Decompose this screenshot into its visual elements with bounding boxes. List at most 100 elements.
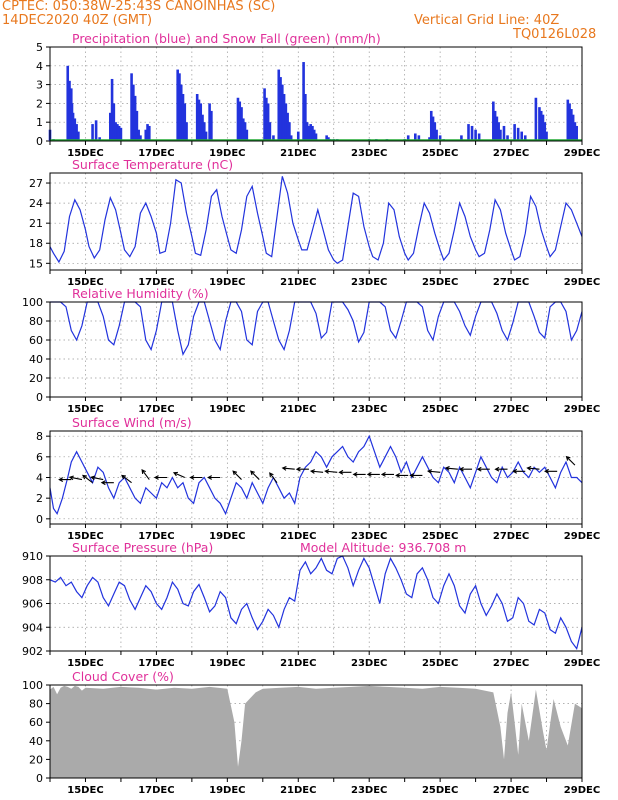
precip-bar	[467, 124, 470, 141]
precip-bar	[181, 94, 185, 141]
precip-bar	[312, 129, 316, 141]
precip-bar	[241, 118, 245, 141]
wind-arrow	[544, 468, 558, 474]
precip-bar	[263, 88, 266, 141]
panel-frame-top	[49, 301, 583, 398]
panel-title: Surface Pressure (hPa)	[72, 540, 213, 555]
wind-arrow	[172, 471, 185, 479]
panel-6: 0 20 40 60 80 100 15DEC 17DEC 19DEC 21DEC 23DEC 25D…	[22, 669, 600, 796]
precip-bar	[119, 127, 123, 141]
precip-bar	[460, 135, 463, 141]
precip-bar	[243, 122, 247, 141]
y-tick-label: 15	[29, 257, 43, 270]
precip-bar	[238, 101, 242, 141]
x-tick-label: 23DEC	[351, 785, 387, 796]
panel-frame-top	[49, 46, 583, 142]
precip-bar	[77, 131, 80, 141]
precip-bar	[541, 114, 545, 141]
panel-1: 0 1 2 3 4 5 15DEC 17DEC 19DEC 21DEC 23DEC 25DEC 27DE…	[36, 31, 600, 159]
panel-2: 15 18 21 24 27 15DEC 17DEC 19DEC 21DEC 23DEC 25DEC…	[29, 157, 600, 288]
wind-arrow	[121, 474, 132, 484]
y-tick-label: 8	[36, 430, 43, 443]
precip-bar	[288, 122, 291, 141]
wind-arrow	[352, 471, 366, 477]
precip-bar	[68, 80, 71, 141]
y-tick-label: 60	[29, 716, 43, 729]
precip-bar	[502, 125, 506, 141]
panel-frame-top	[49, 555, 583, 652]
panel-frame	[49, 46, 583, 142]
x-tick-label: 21DEC	[280, 277, 316, 288]
precip-bar	[429, 110, 433, 141]
precip-bar	[573, 122, 577, 141]
precip-bar	[304, 94, 307, 141]
precip-bar	[132, 84, 135, 141]
precip-bar	[130, 73, 133, 141]
precip-bar	[311, 125, 314, 141]
wind-arrow	[494, 466, 508, 472]
precip-bar	[307, 125, 311, 141]
x-tick-label: 15DEC	[67, 658, 103, 669]
y-tick-label: 100	[22, 296, 43, 309]
y-tick-label: 902	[22, 645, 43, 658]
precip-bar	[545, 131, 548, 141]
precip-bar	[516, 127, 520, 141]
y-tick-label: 908	[22, 574, 43, 587]
wind-arrow	[295, 466, 309, 472]
x-tick-label: 23DEC	[351, 531, 387, 542]
precip-bar	[314, 133, 318, 141]
precip-bar	[148, 125, 151, 141]
precip-bar	[571, 114, 575, 141]
y-tick-label: 0	[36, 772, 43, 785]
precip-bar	[543, 122, 547, 141]
precip-bar	[112, 103, 116, 141]
precip-bar	[98, 137, 101, 141]
x-tick-label: 25DEC	[422, 785, 458, 796]
wind-arrow	[68, 475, 83, 481]
precip-bar	[414, 133, 417, 141]
x-tick-label: 23DEC	[351, 658, 387, 669]
y-tick-label: 0	[36, 135, 43, 148]
precip-bar	[116, 124, 119, 141]
panel-3: 0 20 40 60 80 100 15DEC 17DEC 19DEC 21DEC 23DEC 25D…	[22, 286, 600, 415]
y-tick-label: 910	[22, 550, 43, 563]
x-tick-label: 27DEC	[493, 658, 529, 669]
x-tick-label: 21DEC	[280, 785, 316, 796]
panel-frame-top	[49, 430, 583, 525]
precip-bar	[91, 124, 94, 141]
precip-bar	[506, 135, 509, 141]
precip-bar	[406, 135, 410, 141]
x-tick-label: 25DEC	[422, 148, 458, 159]
panel-5: 902 904 906 908 910 15DEC 17DEC 19DEC 21DEC 23DEC…	[22, 540, 600, 669]
precip-bar	[286, 112, 289, 141]
wind-arrow	[380, 471, 395, 477]
x-tick-label: 21DEC	[280, 148, 316, 159]
precip-bar	[433, 122, 437, 141]
precip-bar	[568, 103, 571, 141]
panel-title: Relative Humidity (%)	[72, 286, 209, 301]
panel-frame-top	[49, 172, 583, 271]
x-tick-label: 19DEC	[209, 531, 245, 542]
precip-bar	[493, 110, 497, 141]
x-tick-label: 21DEC	[280, 404, 316, 415]
x-tick-label: 17DEC	[138, 658, 174, 669]
x-tick-label: 19DEC	[209, 785, 245, 796]
precip-bar	[282, 94, 286, 141]
y-tick-label: 4	[36, 60, 43, 73]
wind-arrow	[82, 474, 93, 484]
precip-bar	[474, 129, 477, 141]
y-tick-label: 60	[29, 334, 43, 347]
x-tick-label: 17DEC	[138, 148, 174, 159]
x-tick-label: 17DEC	[138, 785, 174, 796]
y-tick-label: 80	[29, 698, 43, 711]
x-tick-label: 29DEC	[564, 785, 600, 796]
precip-bar	[179, 84, 183, 141]
precip-bar	[470, 125, 474, 141]
wind-arrow	[281, 465, 295, 471]
x-tick-label: 27DEC	[493, 531, 529, 542]
y-tick-label: 80	[29, 315, 43, 328]
y-tick-label: 40	[29, 353, 43, 366]
wind-arrow	[526, 465, 540, 471]
y-tick-label: 0	[36, 513, 43, 526]
wind-arrow	[250, 470, 260, 480]
